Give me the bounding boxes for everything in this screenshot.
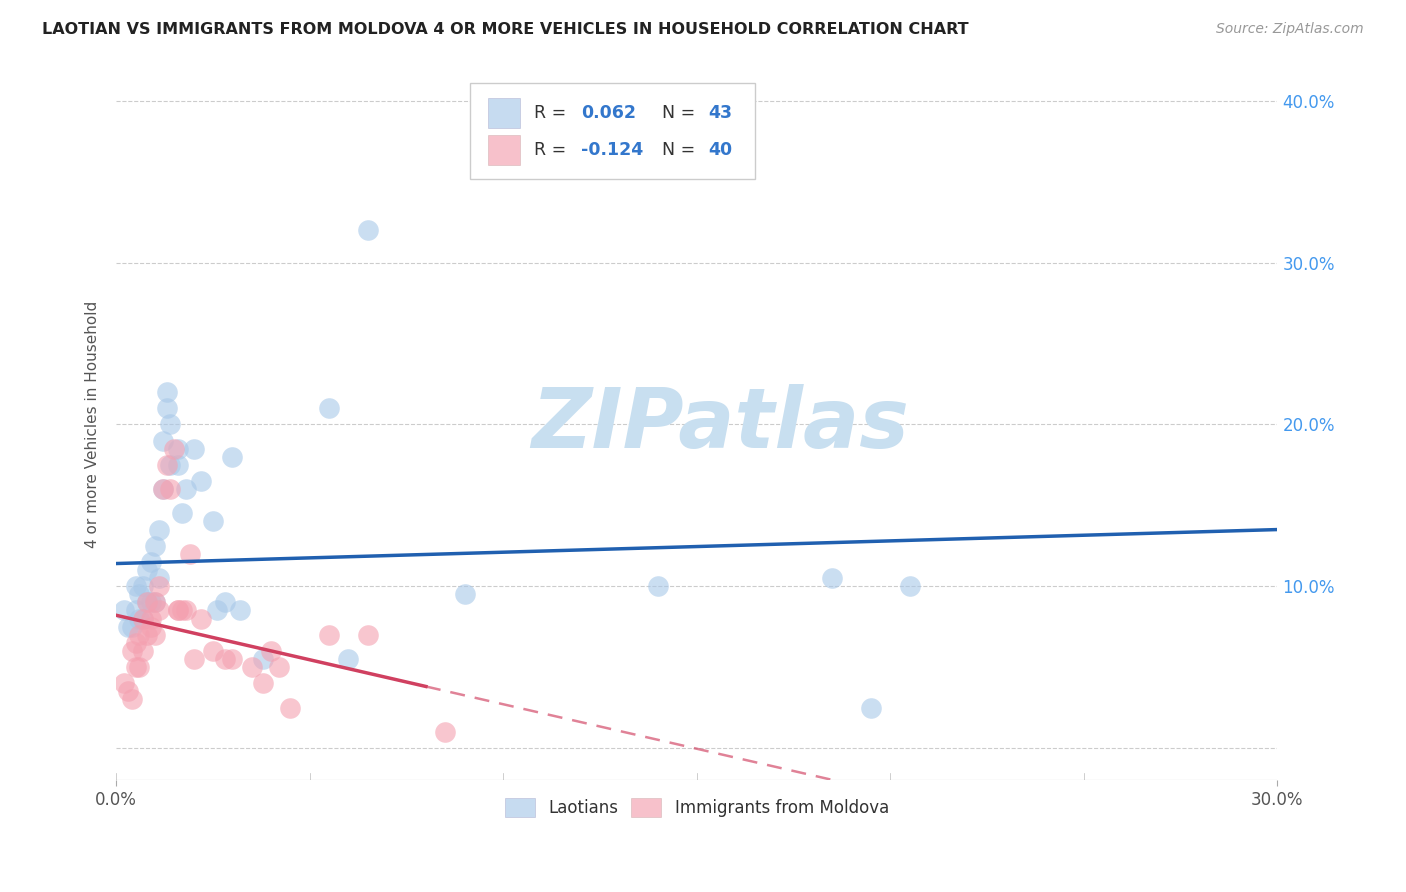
Point bbox=[240, 660, 263, 674]
Point bbox=[183, 652, 205, 666]
Point bbox=[202, 644, 225, 658]
Point bbox=[136, 595, 159, 609]
Point bbox=[190, 611, 212, 625]
Point bbox=[117, 619, 139, 633]
Point bbox=[148, 571, 170, 585]
Point bbox=[128, 628, 150, 642]
Point bbox=[121, 644, 143, 658]
Point bbox=[112, 603, 135, 617]
Text: 0.062: 0.062 bbox=[581, 104, 636, 122]
Point bbox=[647, 579, 669, 593]
Point bbox=[132, 579, 155, 593]
Point bbox=[152, 482, 174, 496]
Point bbox=[121, 692, 143, 706]
Point bbox=[163, 442, 186, 456]
Point bbox=[898, 579, 921, 593]
Point bbox=[128, 611, 150, 625]
Point bbox=[167, 458, 190, 472]
Point bbox=[139, 611, 162, 625]
FancyBboxPatch shape bbox=[488, 98, 520, 128]
Text: 43: 43 bbox=[709, 104, 733, 122]
Point bbox=[174, 482, 197, 496]
Point bbox=[121, 619, 143, 633]
Point bbox=[221, 652, 243, 666]
Point bbox=[205, 603, 228, 617]
Text: Source: ZipAtlas.com: Source: ZipAtlas.com bbox=[1216, 22, 1364, 37]
Point bbox=[357, 223, 380, 237]
Point bbox=[229, 603, 252, 617]
Point bbox=[337, 652, 360, 666]
Text: N =: N = bbox=[662, 141, 700, 160]
Point bbox=[136, 628, 159, 642]
Point bbox=[117, 684, 139, 698]
Point bbox=[128, 660, 150, 674]
Point bbox=[136, 563, 159, 577]
Point bbox=[124, 603, 146, 617]
Text: ZIPatlas: ZIPatlas bbox=[531, 384, 910, 465]
Point bbox=[139, 555, 162, 569]
Point bbox=[434, 724, 457, 739]
Text: 40: 40 bbox=[709, 141, 733, 160]
Point bbox=[124, 636, 146, 650]
Point bbox=[170, 507, 193, 521]
Point bbox=[170, 603, 193, 617]
Point bbox=[143, 628, 166, 642]
Point bbox=[214, 652, 236, 666]
Point bbox=[167, 442, 190, 456]
Point bbox=[132, 644, 155, 658]
Point bbox=[167, 603, 190, 617]
Text: N =: N = bbox=[662, 104, 700, 122]
Point bbox=[139, 595, 162, 609]
Point bbox=[260, 644, 283, 658]
Text: R =: R = bbox=[534, 104, 572, 122]
Point bbox=[252, 676, 274, 690]
Point bbox=[821, 571, 844, 585]
Point bbox=[859, 700, 882, 714]
Point bbox=[148, 579, 170, 593]
Text: R =: R = bbox=[534, 141, 572, 160]
Point bbox=[152, 434, 174, 448]
Point bbox=[202, 515, 225, 529]
Point bbox=[190, 474, 212, 488]
Point bbox=[280, 700, 302, 714]
FancyBboxPatch shape bbox=[471, 83, 755, 178]
FancyBboxPatch shape bbox=[488, 136, 520, 165]
Point bbox=[267, 660, 290, 674]
Point bbox=[139, 619, 162, 633]
Point bbox=[318, 401, 340, 416]
Legend: Laotians, Immigrants from Moldova: Laotians, Immigrants from Moldova bbox=[496, 789, 897, 825]
Point bbox=[179, 547, 201, 561]
Point bbox=[132, 611, 155, 625]
Point bbox=[148, 603, 170, 617]
Point bbox=[318, 628, 340, 642]
Point bbox=[148, 523, 170, 537]
Point bbox=[453, 587, 475, 601]
Point bbox=[132, 611, 155, 625]
Point bbox=[221, 450, 243, 464]
Point bbox=[159, 482, 181, 496]
Point bbox=[155, 458, 177, 472]
Point bbox=[357, 628, 380, 642]
Point bbox=[143, 595, 166, 609]
Point bbox=[136, 595, 159, 609]
Point bbox=[155, 385, 177, 400]
Point bbox=[159, 458, 181, 472]
Text: -0.124: -0.124 bbox=[581, 141, 643, 160]
Point bbox=[112, 676, 135, 690]
Point bbox=[214, 595, 236, 609]
Point bbox=[128, 587, 150, 601]
Point bbox=[252, 652, 274, 666]
Point bbox=[167, 603, 190, 617]
Point bbox=[159, 417, 181, 432]
Point bbox=[183, 442, 205, 456]
Point bbox=[143, 595, 166, 609]
Point bbox=[155, 401, 177, 416]
Y-axis label: 4 or more Vehicles in Household: 4 or more Vehicles in Household bbox=[86, 301, 100, 548]
Text: LAOTIAN VS IMMIGRANTS FROM MOLDOVA 4 OR MORE VEHICLES IN HOUSEHOLD CORRELATION C: LAOTIAN VS IMMIGRANTS FROM MOLDOVA 4 OR … bbox=[42, 22, 969, 37]
Point bbox=[152, 482, 174, 496]
Point bbox=[124, 579, 146, 593]
Point bbox=[174, 603, 197, 617]
Point bbox=[143, 539, 166, 553]
Point bbox=[124, 660, 146, 674]
